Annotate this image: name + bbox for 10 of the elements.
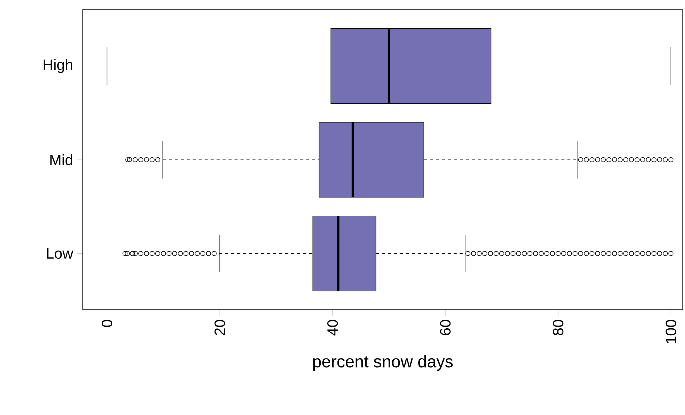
x-axis-title: percent snow days <box>313 355 453 372</box>
y-tick-label: Low <box>47 248 74 259</box>
x-tick-label: 60 <box>440 320 451 336</box>
x-tick-label: 40 <box>328 320 338 336</box>
y-tick-label: Mid <box>50 154 73 166</box>
x-tick-label: 100 <box>666 320 676 344</box>
x-tick-label: 0 <box>102 320 113 328</box>
x-tick-label: 80 <box>553 320 564 336</box>
y-tick-label: High <box>44 59 73 74</box>
x-tick-label: 20 <box>214 320 226 336</box>
